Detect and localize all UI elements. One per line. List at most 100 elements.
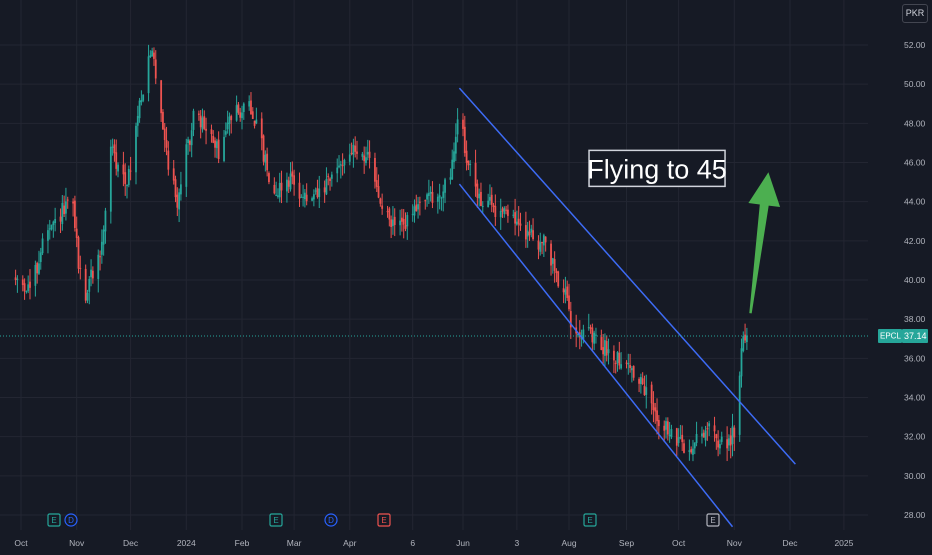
candle-body <box>75 228 78 238</box>
candle-body <box>142 94 145 101</box>
event-marker-e[interactable]: E <box>377 513 391 527</box>
candle-body <box>393 216 396 226</box>
candle-body <box>350 152 353 155</box>
candle-body <box>589 327 592 329</box>
candle-body <box>733 427 736 438</box>
event-marker-d[interactable]: D <box>64 513 78 527</box>
candle-body <box>348 154 351 162</box>
candle-body <box>618 352 621 366</box>
channel-lower-line[interactable] <box>458 183 734 528</box>
candle-body <box>248 101 251 107</box>
candle-body <box>23 283 26 292</box>
candle-body <box>690 449 693 453</box>
candle-body <box>702 432 705 438</box>
candle-body <box>343 159 346 166</box>
candle-body <box>411 213 414 215</box>
candle-body <box>404 225 407 229</box>
event-marker-e[interactable]: E <box>706 513 720 527</box>
y-tick-label: 40.00 <box>904 275 926 285</box>
channel-lines[interactable] <box>458 87 796 528</box>
candle-body <box>717 440 720 448</box>
candle-body <box>21 279 24 285</box>
candle-body <box>365 157 367 164</box>
event-marker-e[interactable]: E <box>583 513 597 527</box>
candle-body <box>336 167 339 174</box>
candle-body <box>388 208 391 220</box>
candle-body <box>627 362 630 365</box>
candle-body <box>41 238 44 254</box>
candle-body <box>212 135 215 143</box>
text-annotation[interactable]: Flying to 45 <box>587 149 727 188</box>
candle-body <box>688 450 691 453</box>
up-arrow-icon[interactable] <box>748 172 781 314</box>
candle-body <box>151 50 154 57</box>
candle-body <box>176 194 179 208</box>
candle-body <box>386 211 389 213</box>
candle-body <box>230 115 233 121</box>
candle-body <box>72 201 75 204</box>
event-marker-e[interactable]: E <box>269 513 283 527</box>
x-tick-label: 2025 <box>834 538 853 548</box>
candle-body <box>329 178 331 181</box>
x-tick-label: Nov <box>69 538 85 548</box>
candle-body <box>174 179 177 198</box>
event-circle <box>324 513 338 527</box>
candle-body <box>172 168 175 181</box>
candle-body <box>681 434 684 442</box>
candle-body <box>115 152 118 169</box>
candle-body <box>165 140 168 148</box>
candle-body <box>577 333 579 336</box>
candle-body <box>255 119 258 124</box>
candle-body <box>214 140 216 148</box>
candle-body <box>569 311 572 328</box>
candle-body <box>478 193 481 199</box>
candle-body <box>677 437 680 444</box>
candle-body <box>278 182 281 198</box>
candle-body <box>251 111 254 119</box>
candle-body <box>429 191 432 194</box>
candle-body <box>303 192 306 200</box>
candle-body <box>424 200 427 202</box>
candle-body <box>526 230 529 237</box>
candle-body <box>701 433 703 437</box>
candle-body <box>449 177 452 180</box>
event-marker-e[interactable]: E <box>47 513 61 527</box>
candle-body <box>136 115 139 126</box>
candle-body <box>97 254 100 279</box>
candle-body <box>163 128 166 141</box>
candle-body <box>582 329 585 340</box>
candlestick-series <box>14 44 748 462</box>
candle-body <box>729 435 732 446</box>
candle-body <box>745 335 748 343</box>
candle-body <box>117 164 119 172</box>
candle-body <box>167 150 170 170</box>
event-letter: E <box>273 516 278 525</box>
candle-body <box>650 384 653 404</box>
candle-body <box>632 366 635 378</box>
candle-body <box>129 170 132 172</box>
candle-body <box>361 153 364 157</box>
price-label-symbol: EPCL <box>880 332 901 341</box>
candle-body <box>532 230 534 240</box>
candle-body <box>436 196 439 202</box>
candle-body <box>454 136 457 154</box>
candle-body <box>59 216 62 222</box>
candle-body <box>401 217 403 222</box>
candle-body <box>38 263 40 274</box>
currency-button[interactable]: PKR <box>902 4 928 23</box>
candle-body <box>639 377 642 385</box>
candle-body <box>36 263 39 274</box>
channel-upper-line[interactable] <box>458 87 796 465</box>
candle-body <box>302 196 304 198</box>
annotation-text: Flying to 45 <box>587 154 727 184</box>
event-marker-d[interactable]: D <box>324 513 338 527</box>
candle-body <box>341 165 344 167</box>
candle-body <box>154 59 157 79</box>
candle-body <box>205 128 207 131</box>
arrow-annotation[interactable] <box>748 172 781 314</box>
annotation-box[interactable] <box>588 149 726 188</box>
candle-body <box>262 135 265 162</box>
